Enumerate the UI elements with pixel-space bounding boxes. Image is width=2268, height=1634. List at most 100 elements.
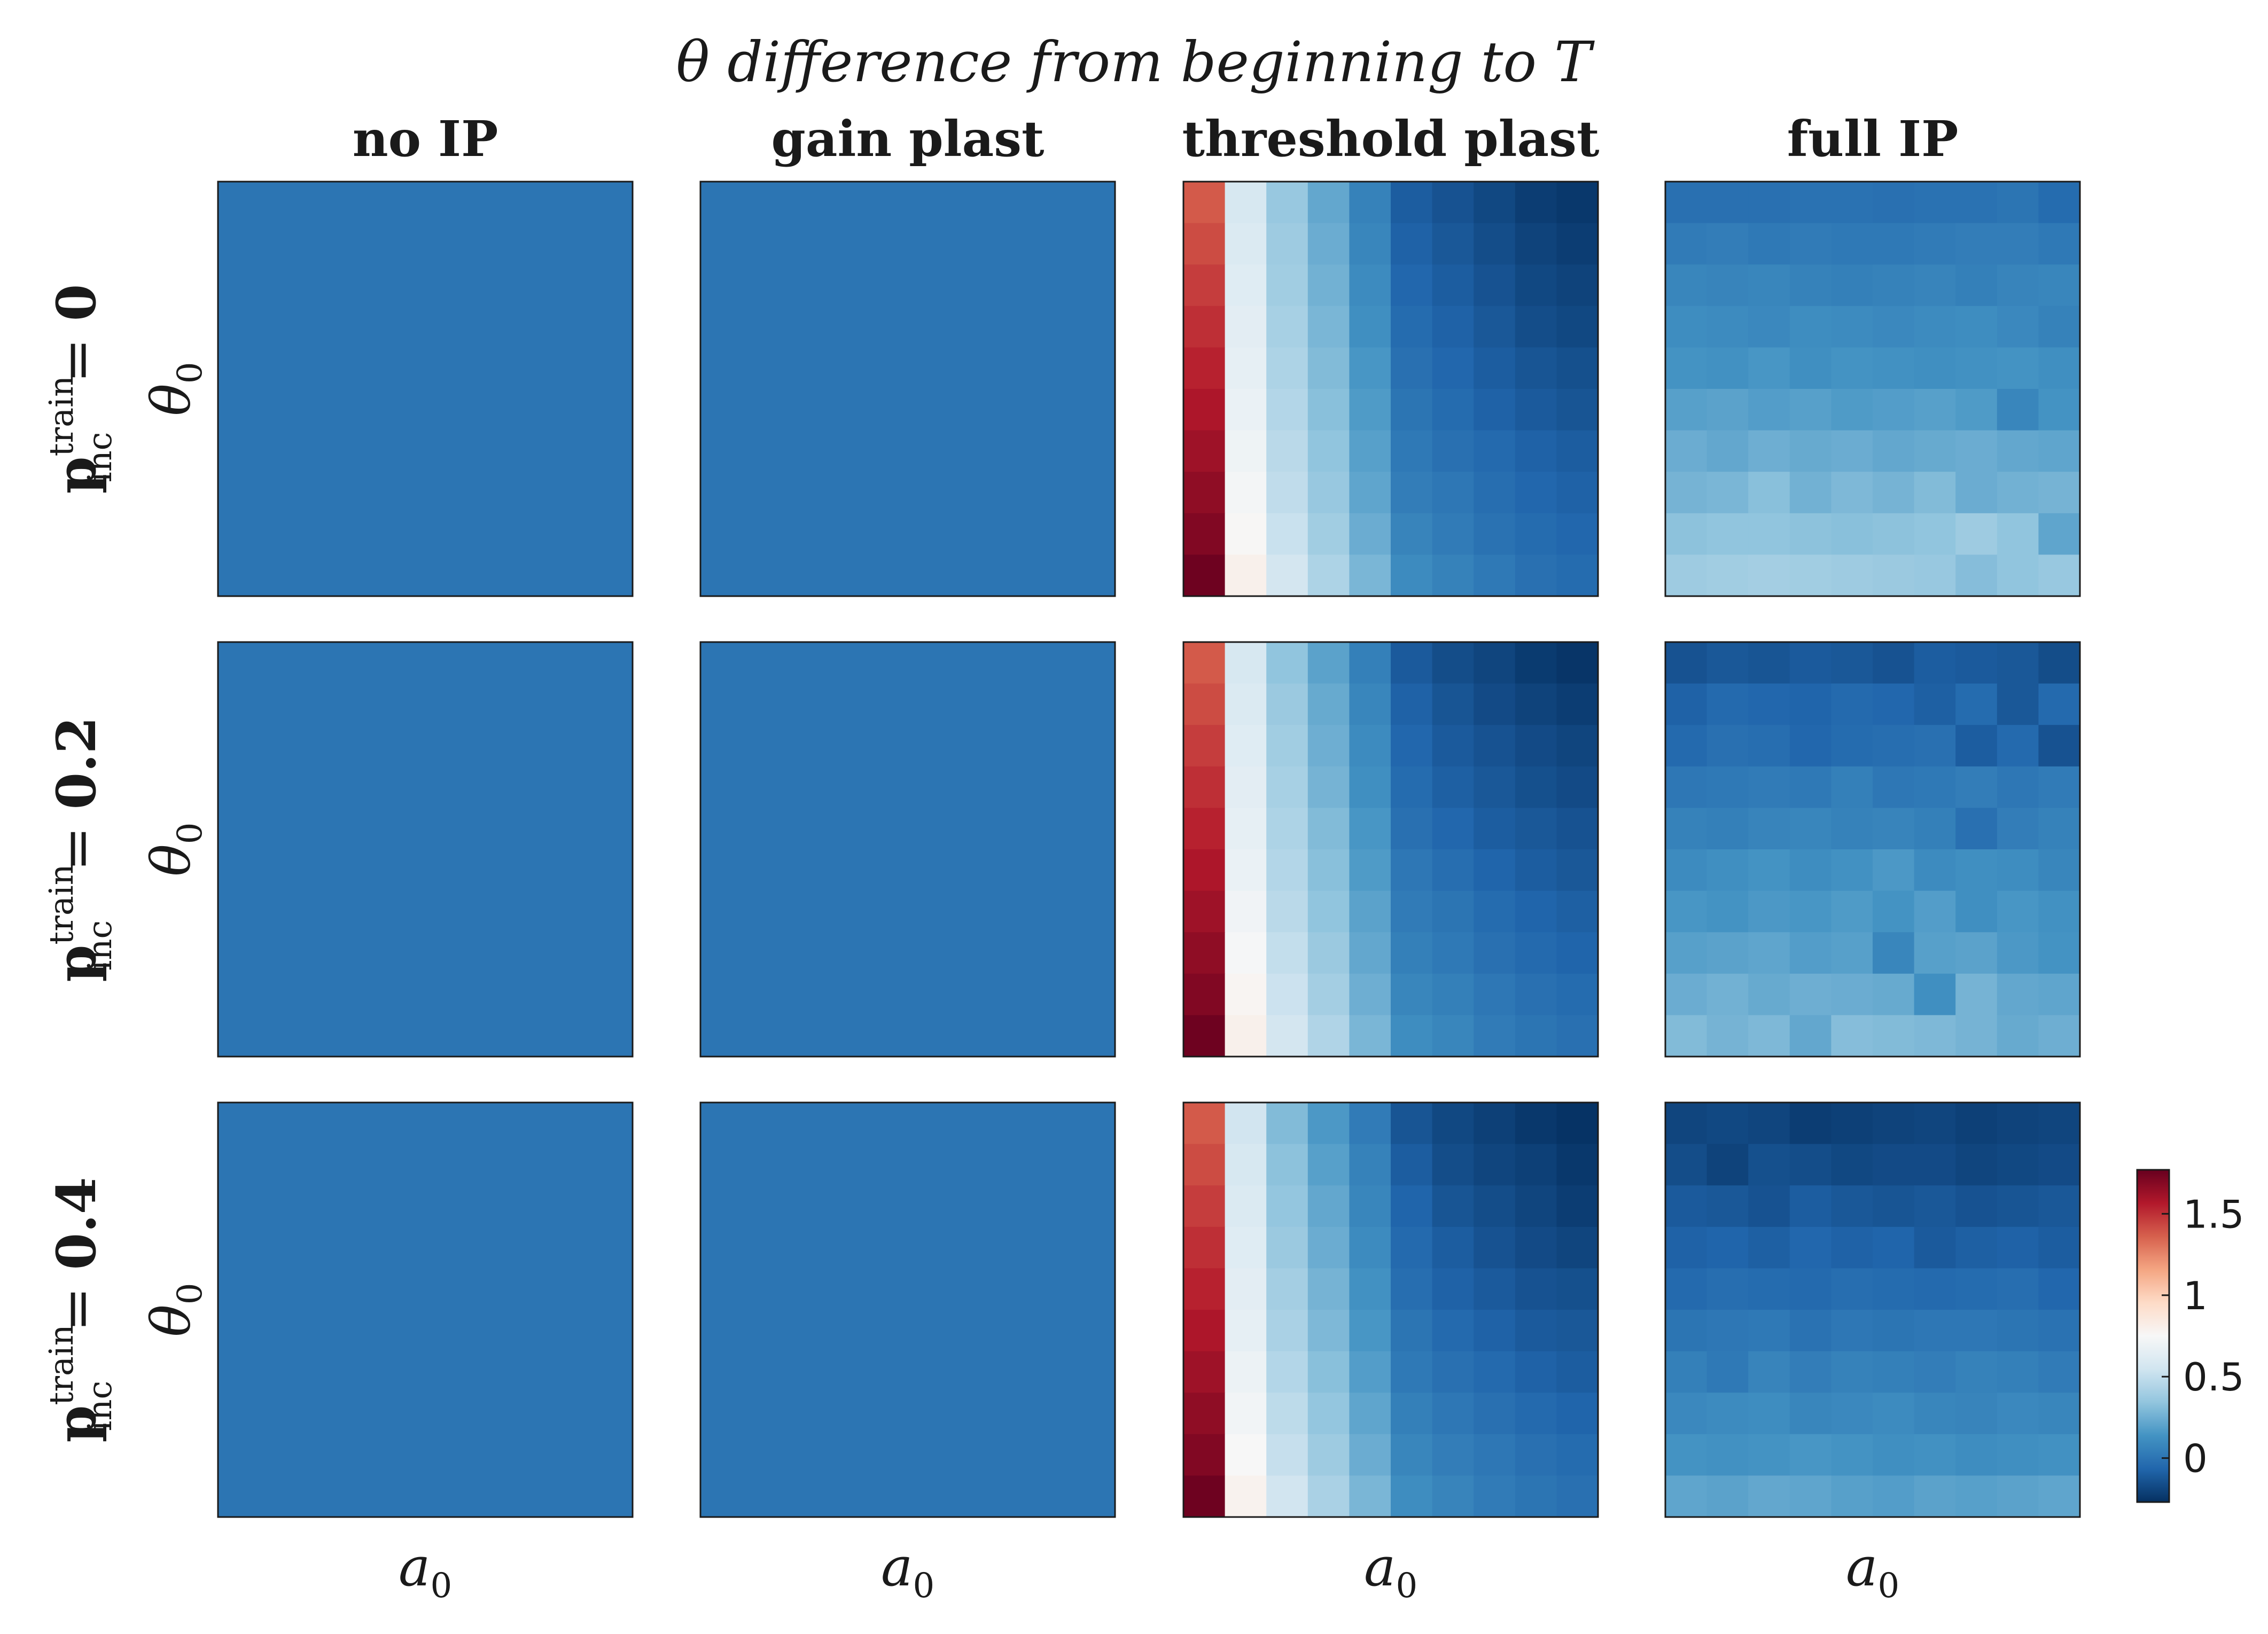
heatmap-cell xyxy=(1831,554,1873,597)
heatmap-cell xyxy=(1183,849,1226,892)
heatmap-cell xyxy=(2038,1185,2080,1228)
heatmap-cell xyxy=(1748,766,1790,809)
heatmap-cell xyxy=(2038,182,2080,224)
heatmap-cell xyxy=(1831,1015,1873,1057)
heatmap-cell xyxy=(1391,223,1433,265)
heatmap-cell xyxy=(1515,808,1557,850)
heatmap-cell xyxy=(1955,808,1998,850)
heatmap-cell xyxy=(1665,1103,1708,1145)
heatmap-cell xyxy=(1307,513,1350,556)
heatmap-cell xyxy=(1706,472,1749,514)
heatmap-cell xyxy=(1225,1144,1267,1186)
heatmap-cell xyxy=(1432,347,1474,389)
heatmap-cell xyxy=(1556,890,1599,933)
x-axis-label-0: a0 xyxy=(399,1536,452,1606)
heatmap-cell xyxy=(1432,223,1474,265)
heatmap-cell xyxy=(1665,472,1708,514)
heatmap-cell xyxy=(1432,1351,1474,1393)
heatmap-cell xyxy=(1307,182,1350,224)
heatmap-cell xyxy=(1556,683,1599,725)
heatmap-cell xyxy=(1432,808,1474,850)
heatmap-cell xyxy=(1432,1226,1474,1269)
heatmap-cell xyxy=(1997,430,2039,472)
heatmap-cell xyxy=(1183,347,1226,389)
heatmap-cell xyxy=(1225,973,1267,1016)
heatmap-cell xyxy=(1955,1351,1998,1393)
heatmap-cell xyxy=(2038,766,2080,809)
column-title-3: full IP xyxy=(1787,110,1959,168)
heatmap-cell xyxy=(1391,808,1433,850)
heatmap-cell xyxy=(1307,1475,1350,1518)
heatmap-cell xyxy=(1266,890,1308,933)
heatmap-cell xyxy=(1183,223,1226,265)
heatmap-cell xyxy=(1706,264,1749,307)
chart-title: θ difference from beginning to T xyxy=(676,29,1595,95)
heatmap-cell xyxy=(1515,642,1557,684)
heatmap-cell xyxy=(1556,642,1599,684)
heatmap-cell xyxy=(1432,306,1474,348)
colorbar-tick-label: 0 xyxy=(2183,1436,2208,1481)
heatmap-cell xyxy=(1748,725,1790,767)
heatmap-cell xyxy=(1955,683,1998,725)
heatmap-cell xyxy=(1748,264,1790,307)
heatmap-cell xyxy=(1183,725,1226,767)
row-label-1: ptraininc = 0.2 θ0 xyxy=(42,716,210,982)
panel-no-IP-row-2 xyxy=(217,1101,634,1518)
heatmap-cell xyxy=(1474,1144,1516,1186)
heatmap-cell xyxy=(1225,1351,1267,1393)
heatmap-cell xyxy=(1955,182,1998,224)
heatmap-cell xyxy=(1349,1185,1391,1228)
heatmap-cell xyxy=(1349,1393,1391,1435)
heatmap-cell xyxy=(1914,264,1956,307)
heatmap-cell xyxy=(1748,513,1790,556)
heatmap-cell xyxy=(1955,890,1998,933)
panel-frame xyxy=(699,181,1116,597)
heatmap-cell xyxy=(1515,849,1557,892)
heatmap-cell xyxy=(1307,554,1350,597)
heatmap-cell xyxy=(1515,1226,1557,1269)
row-label-0: ptraininc = 0 θ0 xyxy=(42,284,210,494)
heatmap-cell xyxy=(1556,725,1599,767)
heatmap-cell xyxy=(1831,932,1873,974)
heatmap-cell xyxy=(1225,389,1267,431)
heatmap-cell xyxy=(1789,890,1832,933)
heatmap-cell xyxy=(1474,890,1516,933)
heatmap-cell xyxy=(1997,1475,2039,1518)
heatmap-cell xyxy=(1183,1351,1226,1393)
heatmap-cell xyxy=(1955,849,1998,892)
heatmap-cell xyxy=(1474,554,1516,597)
heatmap-cell xyxy=(1831,1434,1873,1476)
heatmap-cell xyxy=(1391,1185,1433,1228)
heatmap-cell xyxy=(1432,683,1474,725)
heatmap-cell xyxy=(2038,472,2080,514)
heatmap-cell xyxy=(1665,1351,1708,1393)
x-axis-label-3: a0 xyxy=(1846,1536,1899,1606)
heatmap-cell xyxy=(1789,264,1832,307)
heatmap-cell xyxy=(1665,1310,1708,1352)
heatmap-cell xyxy=(1997,890,2039,933)
heatmap-cell xyxy=(1873,1103,1915,1145)
heatmap-cell xyxy=(1997,1185,2039,1228)
panel-full-IP-row-0 xyxy=(1664,181,2081,597)
heatmap-cell xyxy=(1665,182,1708,224)
heatmap-cell xyxy=(1748,1351,1790,1393)
heatmap-cell xyxy=(1556,849,1599,892)
heatmap-cell xyxy=(1748,430,1790,472)
heatmap-cell xyxy=(1515,1268,1557,1310)
heatmap-cell xyxy=(1474,182,1516,224)
heatmap-cell xyxy=(1706,1268,1749,1310)
heatmap-cell xyxy=(1665,513,1708,556)
x-axis-label-2: a0 xyxy=(1364,1536,1417,1606)
heatmap-cell xyxy=(1748,973,1790,1016)
heatmap-cell xyxy=(1183,472,1226,514)
heatmap-cell xyxy=(1997,642,2039,684)
heatmap-cell xyxy=(2038,430,2080,472)
heatmap-cell xyxy=(1706,1185,1749,1228)
heatmap-cell xyxy=(1789,1185,1832,1228)
heatmap-cell xyxy=(1914,808,1956,850)
heatmap-cell xyxy=(1391,513,1433,556)
heatmap-cell xyxy=(1349,849,1391,892)
heatmap-cell xyxy=(1474,683,1516,725)
heatmap-cell xyxy=(1914,683,1956,725)
heatmap-cell xyxy=(1955,1144,1998,1186)
